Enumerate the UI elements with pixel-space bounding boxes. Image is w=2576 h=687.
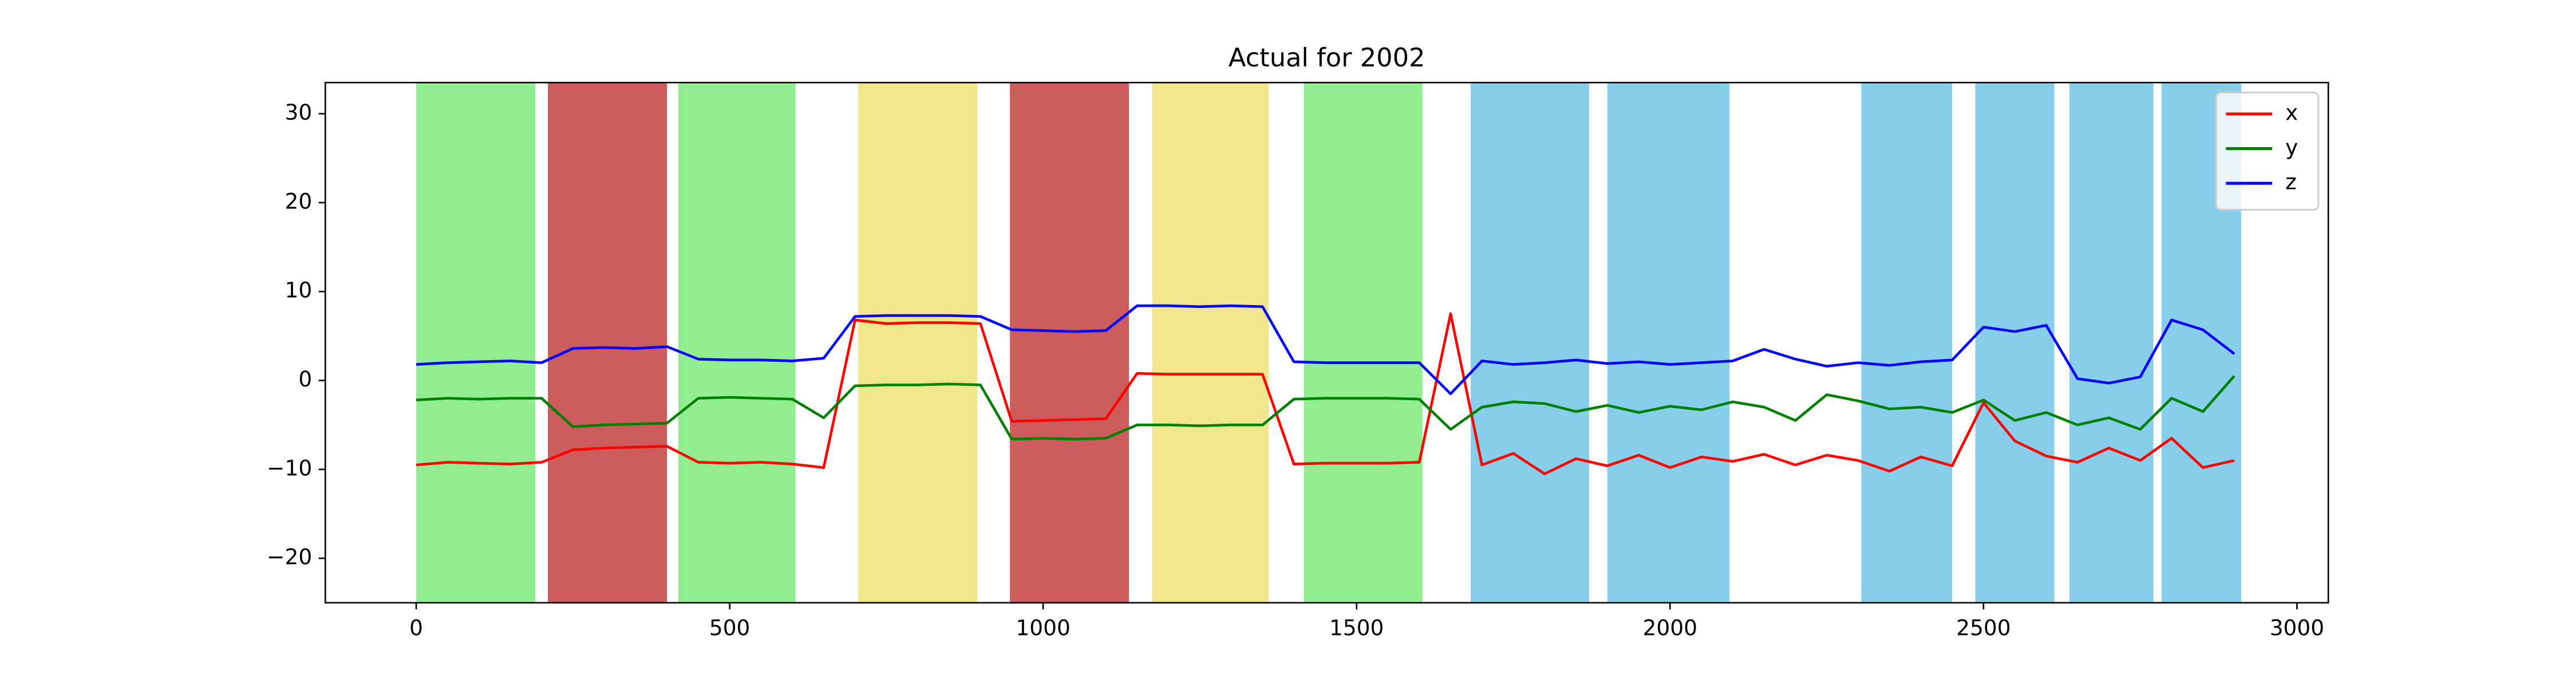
x-tick-label: 0 [409, 615, 423, 641]
series-line [416, 304, 2235, 396]
shaded-span [548, 82, 667, 603]
x-tick-label: 500 [709, 615, 750, 641]
legend-box [2215, 92, 2320, 211]
y-tick-label: −10 [267, 455, 312, 480]
y-tick-label: −20 [267, 544, 312, 570]
x-tick-label: 2500 [1956, 615, 2010, 641]
series-line [416, 312, 2235, 475]
chart-title: Actual for 2002 [1228, 42, 1425, 73]
shaded-span [2069, 82, 2154, 603]
shaded-span [1303, 82, 1423, 603]
y-tick-label: 0 [298, 366, 312, 392]
legend-label: x [2285, 100, 2298, 125]
shaded-span [1861, 82, 1953, 603]
shaded-span [1152, 82, 1269, 603]
x-tick-label: 1000 [1016, 615, 1070, 641]
x-tick-label: 1500 [1329, 615, 1384, 641]
shaded-span [1471, 82, 1590, 603]
shaded-span [1975, 82, 2055, 603]
x-tick-label: 2000 [1643, 615, 1697, 641]
shaded-span [1607, 82, 1730, 603]
legend-label: z [2285, 169, 2297, 195]
shaded-span [1010, 82, 1129, 603]
shaded-span [858, 82, 978, 603]
y-tick-label: 30 [285, 100, 312, 125]
y-tick-label: 10 [285, 278, 312, 303]
shaded-span [678, 82, 796, 603]
series-line [416, 375, 2235, 441]
legend: xyz [2215, 92, 2320, 211]
shaded-span [416, 82, 536, 603]
y-tick-label: 20 [285, 188, 312, 214]
legend-label: y [2285, 135, 2298, 160]
x-tick-label: 3000 [2270, 615, 2324, 641]
plot-frame [324, 81, 2329, 604]
